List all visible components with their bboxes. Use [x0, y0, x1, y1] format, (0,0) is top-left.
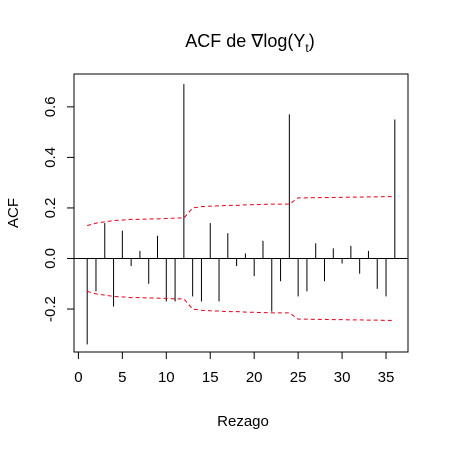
- plot-frame: [73, 73, 409, 353]
- y-axis-label: ACF: [5, 198, 22, 228]
- x-tick-label-10: 10: [158, 369, 175, 386]
- y-tick-label-3: 0.4: [42, 147, 59, 168]
- x-axis-label: Rezago: [217, 413, 269, 430]
- chart-title-subscript: t: [305, 41, 309, 55]
- x-tick-label-20: 20: [246, 369, 263, 386]
- x-tick-label-15: 15: [202, 369, 219, 386]
- x-tick-label-35: 35: [378, 369, 395, 386]
- confidence-band-lower: [87, 290, 395, 321]
- plot-area: [74, 84, 408, 345]
- y-tick-label-4: 0.6: [42, 96, 59, 117]
- x-tick-label-5: 5: [118, 369, 126, 386]
- chart-title-close: ): [309, 31, 315, 51]
- chart-title-main: ACF de ∇log(Y: [185, 31, 305, 51]
- confidence-band-upper: [87, 196, 395, 227]
- y-axis: -0.2 0.0 0.2 0.4 0.6: [42, 96, 75, 322]
- x-tick-label-0: 0: [74, 369, 82, 386]
- y-tick-label-0: -0.2: [42, 296, 59, 322]
- y-tick-label-1: 0.0: [42, 248, 59, 269]
- chart-title: ACF de ∇log(Yt): [185, 31, 314, 55]
- y-tick-label-2: 0.2: [42, 198, 59, 219]
- x-tick-label-25: 25: [290, 369, 307, 386]
- x-axis: 0 5 10 15 20 25 30 35: [74, 351, 395, 386]
- x-tick-label-30: 30: [334, 369, 351, 386]
